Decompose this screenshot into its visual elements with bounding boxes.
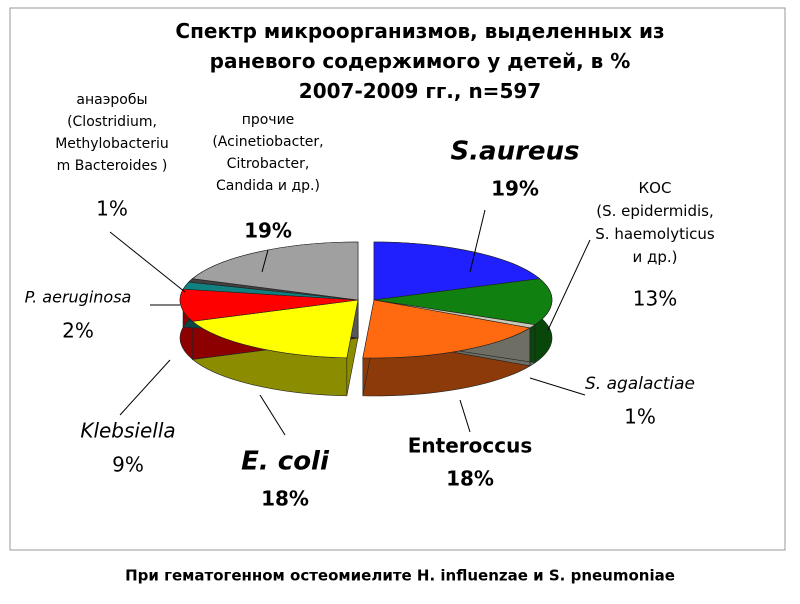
leader-line — [459, 399, 471, 433]
slice — [191, 241, 359, 301]
category-label: S. agalactiae — [585, 374, 695, 394]
slice — [373, 241, 541, 301]
category-label: E. coli — [241, 447, 330, 477]
leader-line — [119, 359, 171, 416]
category-label: P. aeruginosa — [25, 288, 132, 307]
category-label: КОС (S. epidermidis, S. haemolyticus и др.) — [595, 179, 715, 266]
slice — [191, 299, 359, 359]
labels: S.aureus 19% КОС (S. epidermidis, S. haemoly… — [25, 92, 715, 511]
value-label: 1% — [624, 405, 656, 429]
slice — [362, 299, 531, 359]
value-label: 9% — [112, 453, 144, 477]
value-label: 1% — [96, 197, 128, 221]
leader-line — [547, 239, 591, 331]
leader-line — [469, 209, 486, 273]
chart-title: Спектр микроорганизмов, выделенных из ран… — [175, 19, 664, 103]
value-label: 2% — [62, 319, 94, 343]
leader-line — [529, 377, 586, 396]
category-label: анаэробы (Clostridium, Methylobacteriu m Ba… — [55, 92, 169, 174]
category-label: прочие (Acinetiobacter, Citrobacter, Candid… — [212, 112, 323, 194]
caption: При гематогенном остеомиелите H. influen… — [125, 567, 675, 585]
leader-line — [259, 394, 286, 436]
category-label: S.aureus — [450, 137, 579, 167]
category-label: Enteroccus — [408, 434, 532, 458]
leader-line — [261, 249, 269, 273]
value-label: 18% — [446, 467, 494, 491]
leader-line — [109, 231, 186, 293]
category-label: Klebsiella — [80, 419, 175, 443]
value-label: 19% — [244, 219, 292, 243]
value-label: 19% — [491, 177, 539, 201]
value-label: 13% — [633, 287, 677, 311]
value-label: 18% — [261, 487, 309, 511]
slice — [373, 278, 553, 326]
pie-tops — [179, 241, 553, 359]
